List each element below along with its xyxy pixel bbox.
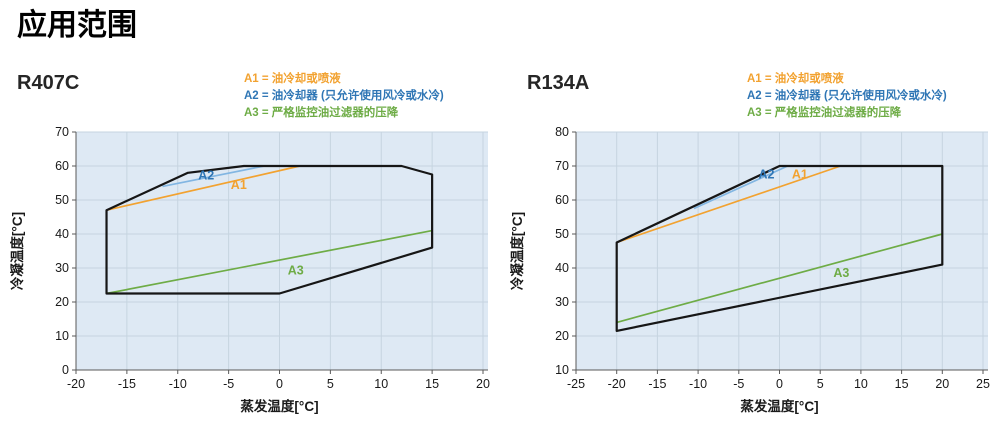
svg-text:15: 15 <box>895 377 909 391</box>
chart-r407c: -20 -15 -10 -5 0 5 10 15 20 0 10 20 30 40 50 60 70 蒸发温度[°… <box>9 120 500 440</box>
series-a2-line <box>693 165 788 210</box>
svg-text:80: 80 <box>555 125 569 139</box>
series-a1-line <box>106 165 301 212</box>
svg-text:-5: -5 <box>223 377 234 391</box>
svg-text:20: 20 <box>935 377 949 391</box>
legend-item-a1: A1 = 油冷却或喷液 <box>747 73 844 85</box>
series-a2-label: A2 <box>198 168 214 182</box>
svg-text:20: 20 <box>55 295 69 309</box>
legend-item-a3: A3 = 严格监控油过滤器的压降 <box>747 107 902 119</box>
svg-text:60: 60 <box>555 193 569 207</box>
svg-text:-20: -20 <box>67 377 85 391</box>
svg-text:25: 25 <box>976 377 990 391</box>
svg-text:20: 20 <box>476 377 490 391</box>
series-a1-label: A1 <box>231 178 247 192</box>
tick-labels: -25 -20 -15 -10 -5 0 5 10 15 20 25 10 20 30 40 50 60 70 80 <box>555 125 990 391</box>
page-title: 应用范围 <box>17 9 137 42</box>
x-axis-label: 蒸发温度[°C] <box>740 398 818 414</box>
operating-envelope <box>105 164 434 295</box>
svg-text:10: 10 <box>854 377 868 391</box>
y-axis-label: 冷凝温度[°C] <box>510 212 525 290</box>
x-axis-label: 蒸发温度[°C] <box>240 398 318 414</box>
chart-canvas-r407c: -20 -15 -10 -5 0 5 10 15 20 0 10 20 30 40 50 60 70 蒸发温度[°… <box>9 125 490 414</box>
svg-text:60: 60 <box>55 159 69 173</box>
svg-text:30: 30 <box>555 295 569 309</box>
chart-legend-r407c: A1 = 油冷却或喷液 A2 = 油冷却器 (只允许使用风冷或水冷) A3 = … <box>244 71 504 122</box>
svg-text:10: 10 <box>55 329 69 343</box>
refrigerant-title-r134a: R134A <box>527 72 590 94</box>
plot-background <box>76 132 488 370</box>
plot-background <box>576 132 988 370</box>
svg-text:0: 0 <box>62 363 69 377</box>
axes <box>72 131 488 374</box>
svg-text:30: 30 <box>55 261 69 275</box>
svg-text:50: 50 <box>55 193 69 207</box>
y-axis-label: 冷凝温度[°C] <box>10 212 25 290</box>
svg-text:10: 10 <box>374 377 388 391</box>
svg-text:20: 20 <box>555 329 569 343</box>
svg-text:5: 5 <box>327 377 334 391</box>
axes <box>572 131 988 374</box>
legend-item-a2: A2 = 油冷却器 (只允许使用风冷或水冷) <box>747 90 947 102</box>
tick-labels: -20 -15 -10 -5 0 5 10 15 20 0 10 20 30 40 50 60 70 <box>55 125 490 391</box>
series-a3-label: A3 <box>288 264 304 278</box>
svg-text:-5: -5 <box>733 377 744 391</box>
svg-text:-20: -20 <box>608 377 626 391</box>
series-lines <box>106 165 433 295</box>
svg-text:-15: -15 <box>648 377 666 391</box>
svg-text:40: 40 <box>555 261 569 275</box>
operating-envelope <box>615 164 944 332</box>
svg-text:-10: -10 <box>689 377 707 391</box>
svg-text:15: 15 <box>425 377 439 391</box>
series-a2-label: A2 <box>758 168 774 182</box>
series-a3-line <box>616 233 943 324</box>
legend-item-a3: A3 = 严格监控油过滤器的压降 <box>244 107 399 119</box>
series-lines <box>616 165 943 324</box>
series-a3-line <box>106 229 433 295</box>
svg-text:70: 70 <box>55 125 69 139</box>
svg-text:5: 5 <box>817 377 824 391</box>
svg-text:-10: -10 <box>169 377 187 391</box>
chart-canvas-r134a: -25 -20 -15 -10 -5 0 5 10 15 20 25 10 20 30 40 50 60 70 80… <box>509 125 990 414</box>
svg-text:0: 0 <box>776 377 783 391</box>
legend-item-a1: A1 = 油冷却或喷液 <box>244 73 341 85</box>
chart-legend-r134a: A1 = 油冷却或喷液 A2 = 油冷却器 (只允许使用风冷或水冷) A3 = … <box>747 71 1000 122</box>
svg-text:-15: -15 <box>118 377 136 391</box>
series-a1-line <box>616 165 841 244</box>
series-a1-label: A1 <box>792 168 808 182</box>
svg-text:70: 70 <box>555 159 569 173</box>
svg-text:-25: -25 <box>567 377 585 391</box>
series-a2-line <box>162 165 265 188</box>
series-a3-label: A3 <box>833 266 849 280</box>
legend-item-a2: A2 = 油冷却器 (只允许使用风冷或水冷) <box>244 90 444 102</box>
svg-text:0: 0 <box>276 377 283 391</box>
svg-text:50: 50 <box>555 227 569 241</box>
refrigerant-title-r407c: R407C <box>17 72 80 94</box>
svg-text:40: 40 <box>55 227 69 241</box>
chart-r134a: -25 -20 -15 -10 -5 0 5 10 15 20 25 10 20 30 40 50 60 70 80… <box>509 120 1000 440</box>
svg-text:10: 10 <box>555 363 569 377</box>
